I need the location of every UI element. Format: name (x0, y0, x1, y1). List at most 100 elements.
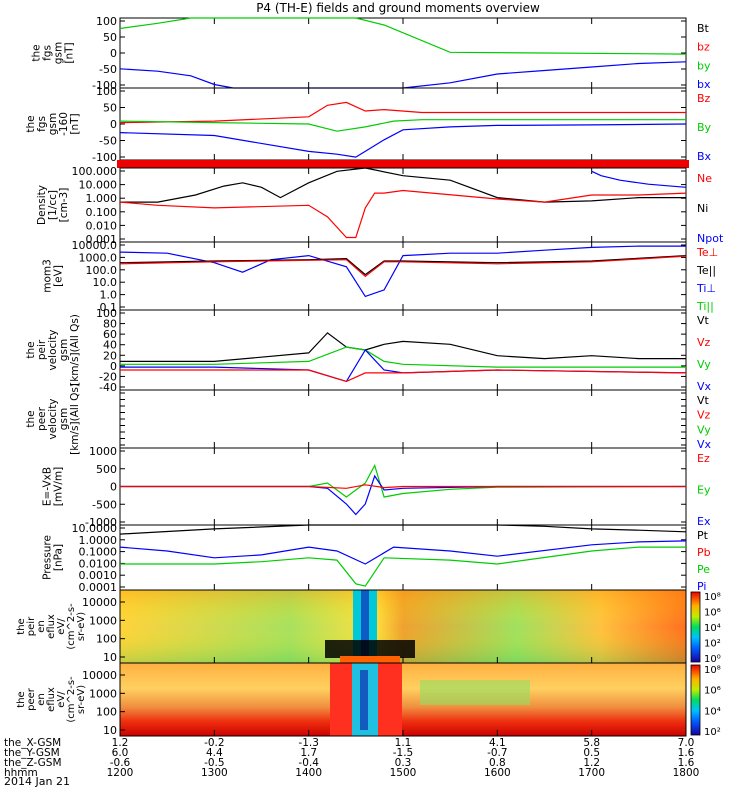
y-tick-label: 1000.0 (79, 251, 118, 264)
y-tick-label: 500 (96, 463, 117, 476)
peer-spectrogram-band-right (378, 663, 402, 736)
y-tick-label: 10000.0 (72, 239, 118, 252)
y-axis-label: Density [1/cc] [cm-3] (36, 185, 70, 225)
y-tick-label: 60 (103, 328, 117, 341)
legend-Ti⊥: Ti⊥ (696, 282, 716, 295)
series-Bz (119, 101, 686, 124)
y-axis-label: the peir velocity gsm [km/s](All Qs) (25, 314, 81, 386)
flag-band (117, 160, 689, 168)
y-tick-label: -40 (99, 381, 117, 394)
panel-frame (119, 309, 687, 391)
time-row-value: 1.7 (300, 747, 317, 759)
y-axis-label-line: fgs (36, 116, 48, 132)
series-Te⊥ (119, 255, 687, 278)
colorbar-top (690, 591, 701, 663)
time-row-value: -0.4 (298, 757, 319, 769)
peer-spectrogram (119, 662, 687, 737)
y-tick-label: 50 (103, 31, 117, 44)
y-tick-label: 20 (103, 349, 117, 362)
time-row-value: 1200 (107, 767, 134, 779)
y-tick-label: 1.0000 (79, 534, 118, 547)
figure-title: P4 (TH-E) fields and ground moments over… (256, 1, 540, 15)
y-tick-label: -100 (92, 151, 117, 164)
legend-bz: bz (697, 41, 710, 54)
legend-Vy: Vy (697, 358, 711, 371)
series-Pt (119, 524, 687, 535)
y-tick-label: 40 (103, 339, 117, 352)
y-axis-label-line: velocity (47, 329, 59, 370)
y-tick-label: 10.000 (79, 179, 118, 192)
time-row-value: -1.3 (298, 737, 319, 749)
y-axis-label-line: velocity (47, 398, 59, 439)
legend-Vx: Vx (697, 438, 712, 451)
legend-Pt: Pt (697, 529, 709, 542)
legend-Ne: Ne (697, 172, 712, 185)
y-tick-label: 0.0100 (79, 557, 118, 570)
colorbar-label: 10² (704, 727, 721, 738)
y-axis-label-line: eflux (46, 614, 57, 639)
y-tick-label: 10 (103, 724, 117, 737)
y-tick-label: 0.1000 (79, 546, 118, 559)
y-axis-label-line: gsm (58, 408, 70, 430)
y-tick-label: 100 (96, 633, 117, 646)
legend-Ni: Ni (697, 202, 708, 215)
y-axis-label-line: the (16, 618, 27, 634)
colorbar-top-scale (690, 591, 701, 663)
time-row-value: 1700 (578, 767, 605, 779)
y-tick-label: 100 (96, 15, 117, 28)
panel-frame (119, 167, 687, 243)
time-row-value: -0.5 (204, 757, 225, 769)
series-Te|| (119, 255, 687, 276)
legend-Vz: Vz (697, 336, 711, 349)
time-row-value: 0.3 (395, 757, 412, 769)
peir-spectrogram (119, 589, 687, 664)
y-tick-label: 0 (110, 360, 117, 373)
legend-Te⊥: Te⊥ (696, 246, 718, 259)
time-row-value: 5.8 (583, 737, 600, 749)
series-Ex (120, 474, 686, 516)
y-axis-label-line: gsm (47, 113, 59, 135)
y-tick-label: 100 (96, 706, 117, 719)
legend-Bt: Bt (697, 22, 710, 35)
legend-Ex: Ex (697, 515, 711, 528)
y-tick-label: 100 (96, 307, 117, 320)
time-axis: the_X-GSM 1.2 -0.2 -1.3 1.1 4.1 5.8 7.0 the_Y-GS… (4, 737, 699, 779)
y-tick-label: 100.000 (72, 165, 118, 178)
time-row-value: 1300 (201, 767, 228, 779)
colorbar-label: 10⁰ (704, 654, 721, 665)
time-row-label: hhmm (4, 767, 38, 779)
y-axis-label: the peer velocity gsm [km/s](All Qs) (25, 383, 81, 455)
legend-Ti||: Ti|| (696, 300, 714, 313)
y-axis-label-line: peer (26, 687, 37, 711)
time-row-value: 1.6 (678, 757, 695, 769)
y-tick-label: -1000 (85, 516, 117, 529)
time-row-value: 0.8 (489, 757, 506, 769)
legend-Vt: Vt (697, 394, 710, 407)
panel-fgh: 100 50 0 -50 -100 the fgs gsm -160 [nT] Bz By Bx (25, 85, 712, 168)
series-Vz (120, 369, 687, 383)
y-axis-label-line: [cm-3] (58, 188, 70, 223)
y-tick-label: 1000 (89, 445, 117, 458)
peer-spectrogram-core (360, 670, 368, 730)
legend-bx: bx (697, 78, 711, 91)
spectrogram-peir_flux-axis: 10000 1000 100 10 the peir en eflux eV/(cm^2-s-s… (16, 596, 687, 664)
peir-spectrogram-core (361, 590, 369, 663)
y-axis-label: Pressure [nPa] (42, 535, 65, 580)
peer-spectrogram-band-left (330, 663, 352, 736)
y-tick-label: 0.1 (100, 301, 118, 314)
y-tick-label: 10000 (82, 669, 117, 682)
y-axis-label-line: the (31, 44, 43, 61)
y-tick-label: 10.0 (93, 276, 118, 289)
panel-fgs: 100 50 0 -50 -100 the fgs gsm [nT] Bt bz by bx (31, 15, 711, 92)
y-axis-label-line: [nPa] (53, 544, 65, 571)
y-axis-label-line: [1/cc] (47, 190, 59, 220)
y-axis-label-line: Pressure (42, 535, 54, 580)
y-tick-label: 1000 (89, 614, 117, 627)
y-axis-label-line: (cm^2-s- (66, 603, 77, 650)
